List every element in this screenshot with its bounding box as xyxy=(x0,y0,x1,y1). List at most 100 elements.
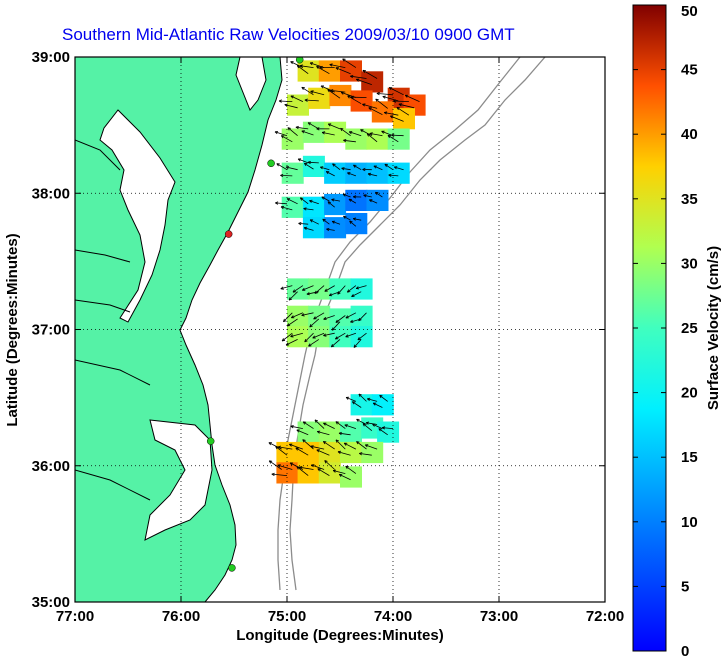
vector-head xyxy=(359,453,363,456)
vector-head xyxy=(286,198,290,202)
y-tick-label: 39:00 xyxy=(32,49,70,66)
velocity-cell xyxy=(387,162,410,184)
velocity-vector xyxy=(299,65,314,68)
vector-head xyxy=(317,468,320,472)
vector-head xyxy=(344,424,348,428)
velocity-vector xyxy=(344,442,357,450)
vector-head xyxy=(322,441,326,445)
vector-head xyxy=(353,164,356,168)
velocity-vector xyxy=(301,312,314,316)
velocity-cell xyxy=(329,326,352,348)
vector-head xyxy=(350,75,354,79)
velocity-vector xyxy=(320,85,335,93)
vector-head xyxy=(275,202,279,205)
vector-head xyxy=(358,319,362,322)
river-line xyxy=(75,299,131,313)
velocity-vector xyxy=(347,95,362,105)
velocity-vector xyxy=(304,99,319,102)
vector-head xyxy=(319,67,323,70)
velocity-vector xyxy=(304,332,314,343)
velocity-vector xyxy=(323,315,335,320)
vector-head xyxy=(284,104,288,107)
velocity-vector xyxy=(353,339,362,348)
velocity-vector xyxy=(285,166,298,171)
velocity-vector xyxy=(326,171,335,177)
y-axis-label: Latitude (Degrees:Minutes) xyxy=(4,233,21,426)
y-tick-label: 35:00 xyxy=(32,594,70,611)
chart-title: Southern Mid-Atlantic Raw Velocities 200… xyxy=(62,25,515,44)
velocity-vector xyxy=(353,164,362,171)
velocity-vector xyxy=(277,464,293,470)
velocity-cell xyxy=(324,217,347,239)
x-tick-label: 75:00 xyxy=(268,608,306,625)
velocity-vector xyxy=(302,439,314,450)
vector-head xyxy=(276,163,279,167)
velocity-cell xyxy=(340,466,362,488)
vector-head xyxy=(362,169,366,172)
velocity-cell xyxy=(329,278,352,300)
vector-head xyxy=(368,107,372,111)
vector-head xyxy=(309,325,313,328)
vector-head xyxy=(299,65,303,68)
vector-head xyxy=(299,197,303,201)
vector-head xyxy=(404,94,408,98)
velocity-vector xyxy=(341,167,351,171)
velocity-vector xyxy=(347,285,357,293)
velocity-cell xyxy=(350,305,373,327)
vector-head xyxy=(369,133,373,136)
velocity-vector xyxy=(388,174,399,177)
velocity-vector xyxy=(396,107,410,116)
vector-head xyxy=(289,462,293,466)
velocity-vector xyxy=(280,175,293,177)
velocity-vector xyxy=(326,228,335,231)
vector-head xyxy=(280,288,284,290)
vector-head xyxy=(372,424,375,427)
vector-head xyxy=(356,419,359,422)
velocity-vector xyxy=(286,198,298,205)
velocity-cell xyxy=(345,213,368,235)
velocity-cell xyxy=(361,441,384,464)
velocity-vector xyxy=(376,93,394,96)
vector-head xyxy=(363,194,367,198)
velocity-vector xyxy=(309,219,319,225)
velocity-vector xyxy=(288,291,298,301)
vector-head xyxy=(316,431,320,434)
vector-head xyxy=(348,131,352,135)
vector-head xyxy=(323,422,326,426)
velocity-vector xyxy=(357,332,367,341)
velocity-vector xyxy=(362,103,378,109)
vector-head xyxy=(347,172,350,176)
velocity-vector xyxy=(331,321,341,331)
vector-head xyxy=(366,133,369,137)
colorbar-tick-label: 15 xyxy=(681,449,698,466)
velocity-vector xyxy=(302,421,314,429)
vector-head xyxy=(342,58,345,62)
velocity-vector xyxy=(342,193,351,198)
vector-head xyxy=(329,64,333,67)
velocity-cell xyxy=(366,128,389,150)
vector-head xyxy=(292,291,296,293)
velocity-vector xyxy=(358,393,367,402)
velocity-vector xyxy=(335,439,346,450)
vector-head xyxy=(322,218,325,222)
velocity-vector xyxy=(323,422,335,429)
velocity-cell xyxy=(340,441,362,464)
vector-head xyxy=(287,127,290,131)
velocity-cell xyxy=(302,155,325,177)
vector-head xyxy=(383,112,387,115)
river-line xyxy=(75,139,121,171)
velocity-cell xyxy=(318,441,341,464)
vector-head xyxy=(349,220,352,224)
vector-head xyxy=(287,325,291,327)
vector-head xyxy=(307,161,311,165)
velocity-vector xyxy=(373,402,383,408)
vector-head xyxy=(280,206,284,210)
velocity-vector xyxy=(280,285,293,290)
velocity-vector xyxy=(390,115,404,122)
vector-head xyxy=(367,173,371,177)
vector-head xyxy=(369,199,372,203)
vector-head xyxy=(362,423,365,427)
velocity-vector xyxy=(321,196,330,202)
velocity-vector xyxy=(274,131,288,137)
